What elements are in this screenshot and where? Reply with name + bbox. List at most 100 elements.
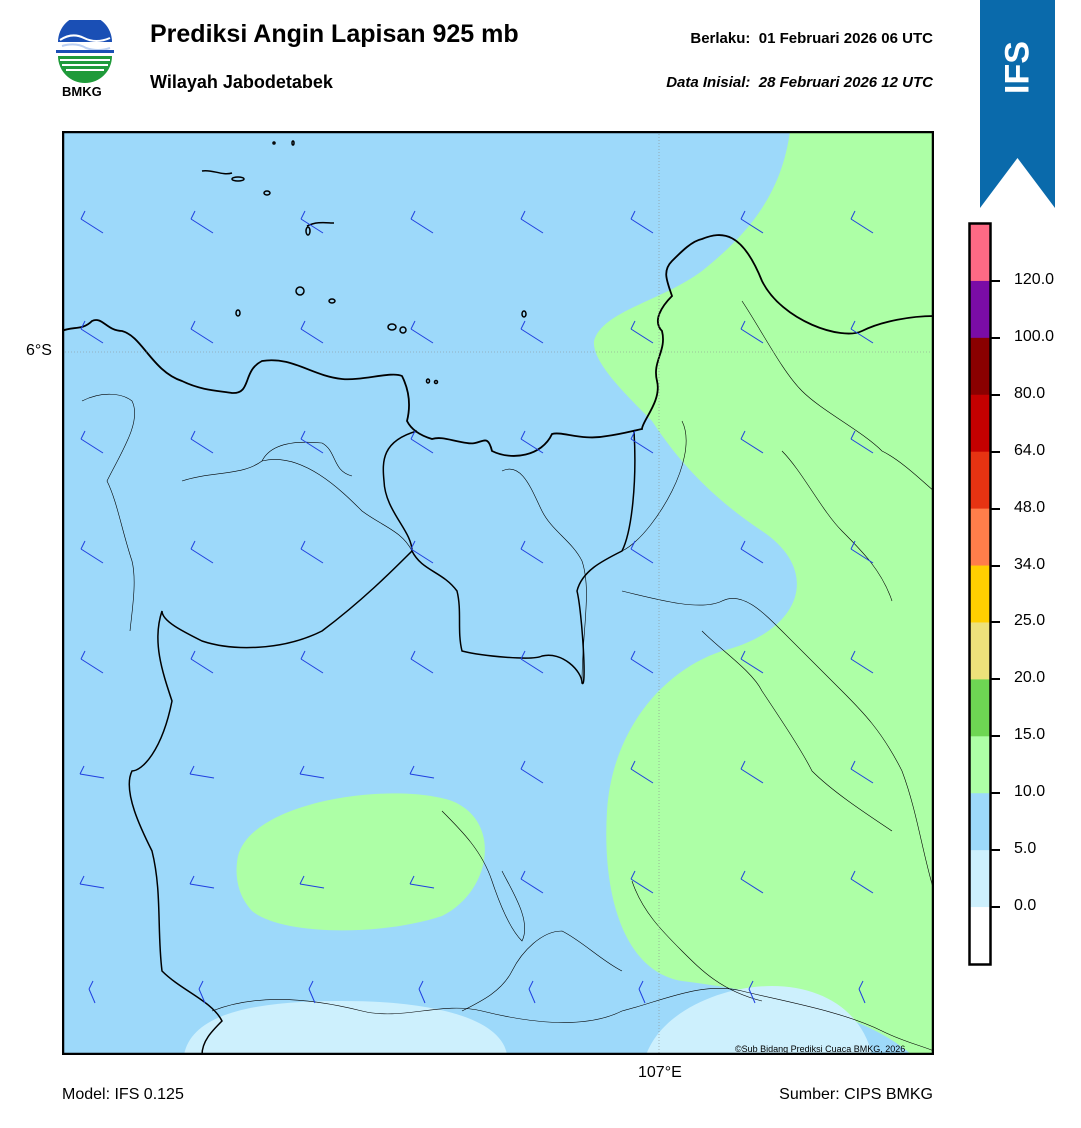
wind-barb [630, 658, 654, 674]
wind-barb [80, 438, 104, 454]
valid-label: Berlaku: [690, 30, 751, 47]
colorbar-tick-label: 25.0 [1014, 612, 1046, 630]
wind-barb-feather [850, 540, 856, 550]
ribbon-shape [980, 0, 1055, 208]
wind-barb [630, 878, 654, 894]
longitude-label: 107°E [638, 1064, 682, 1081]
wind-barb [299, 883, 325, 889]
wind-barb [300, 438, 324, 454]
colorbar-tick [990, 735, 1000, 738]
colorbar-segment [970, 224, 990, 282]
colorbar-segment [970, 565, 990, 623]
wind-barb [748, 988, 756, 1004]
wind-barb-feather [409, 875, 415, 885]
wind-barb-feather [630, 320, 636, 330]
wind-barb [850, 218, 874, 234]
wind-barb [300, 548, 324, 564]
wind-barb-feather [410, 320, 416, 330]
wind-barb [740, 878, 764, 894]
wind-barb-feather [308, 980, 314, 990]
colorbar [968, 222, 992, 966]
colorbar-tick [990, 621, 1000, 624]
colorbar-tick-label: 5.0 [1014, 840, 1037, 858]
colorbar-segment [970, 337, 990, 396]
wind-barb-feather [850, 760, 856, 770]
wind-barb [190, 658, 214, 674]
colorbar-tick-label: 48.0 [1014, 498, 1046, 516]
bmkg-logo [52, 15, 118, 86]
init-label: Data Inisial: [666, 74, 751, 91]
wind-barb-feather [190, 320, 196, 330]
wind-barb [858, 988, 866, 1004]
colorbar-tick-label: 80.0 [1014, 384, 1046, 402]
wind-barb [850, 328, 874, 344]
colorbar-border [968, 222, 992, 966]
wind-barb-feather [850, 210, 856, 220]
wind-barb-feather [630, 210, 636, 220]
wind-barb [300, 658, 324, 674]
wind-barb-feather [740, 760, 746, 770]
wind-barb [630, 548, 654, 564]
wind-barb [630, 768, 654, 784]
wind-barb-feather [638, 980, 644, 990]
wind-barb [740, 768, 764, 784]
wind-barb [410, 438, 434, 454]
wind-barb-feather [80, 210, 86, 220]
wind-barb-feather [300, 650, 306, 660]
wind-barb-feather [418, 980, 424, 990]
wind-barb [520, 658, 544, 674]
wind-barb [308, 988, 316, 1004]
wind-barb [740, 658, 764, 674]
wind-barb [520, 328, 544, 344]
colorbar-tick-label: 120.0 [1014, 270, 1055, 288]
wind-band-0-5-west [184, 1001, 507, 1055]
wind-barb-feather [198, 980, 204, 990]
wind-barb [410, 548, 434, 564]
wind-barb [630, 438, 654, 454]
wind-barb [850, 768, 874, 784]
coastline-java-north [62, 234, 934, 457]
wind-barb-feather [520, 320, 526, 330]
wind-band-0-5-east [646, 986, 872, 1055]
colorbar-tick [990, 393, 1000, 396]
colorbar-segment [970, 679, 990, 737]
wind-barb [190, 218, 214, 234]
init-value: 28 Februari 2026 12 UTC [758, 74, 933, 91]
wind-barb-feather [190, 540, 196, 550]
wind-barb-feather [299, 875, 305, 885]
colorbar-tick-label: 0.0 [1014, 897, 1037, 915]
chart-title: Prediksi Angin Lapisan 925 mb [150, 20, 519, 48]
wind-barb [410, 328, 434, 344]
wind-barb [520, 768, 544, 784]
wind-barb [189, 773, 215, 779]
wind-barb [418, 988, 426, 1004]
wind-barb-feather [409, 765, 415, 775]
logo-text: BMKG [62, 84, 102, 99]
wind-barb [850, 878, 874, 894]
wind-barb [80, 658, 104, 674]
wind-barb [740, 548, 764, 564]
colorbar-tick-label: 10.0 [1014, 783, 1046, 801]
wind-barb-feather [748, 980, 754, 990]
wind-barb-feather [410, 430, 416, 440]
wind-barb-feather [850, 320, 856, 330]
wind-barb [190, 548, 214, 564]
wind-barb-feather [410, 540, 416, 550]
wind-barb [190, 438, 214, 454]
colorbar-tick-label: 34.0 [1014, 555, 1046, 573]
colorbar-segment [970, 451, 990, 510]
wind-barb-feather [80, 540, 86, 550]
map-border [62, 131, 934, 1055]
wind-barb-feather [80, 650, 86, 660]
wind-barb [520, 548, 544, 564]
wind-barb [850, 438, 874, 454]
wind-barb-feather [740, 540, 746, 550]
wind-barb-feather [520, 760, 526, 770]
wind-band-10-15-southwest [236, 793, 485, 931]
wind-barb [850, 548, 874, 564]
wind-barb [630, 328, 654, 344]
wind-barb-feather [299, 765, 305, 775]
wind-barb [409, 773, 435, 779]
colorbar-segment [970, 736, 990, 794]
colorbar-tick [990, 849, 1000, 852]
